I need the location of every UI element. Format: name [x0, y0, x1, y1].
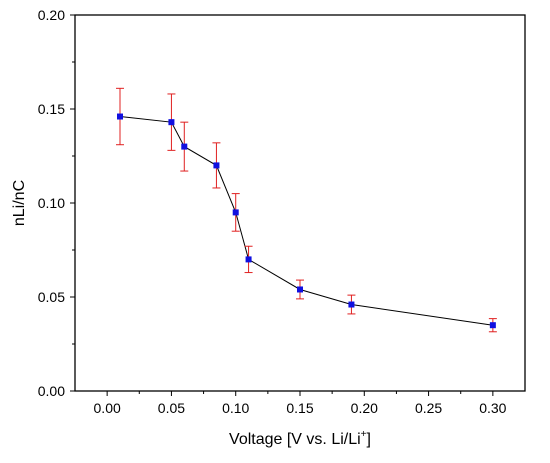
- x-axis-label-main: Voltage [V vs. Li/Li: [229, 431, 361, 448]
- y-tick-label: 0.00: [38, 383, 65, 399]
- y-tick-label: 0.20: [38, 7, 65, 23]
- x-tick-label: 0.25: [415, 400, 442, 416]
- x-tick-label: 0.20: [351, 400, 378, 416]
- y-tick-label: 0.15: [38, 101, 65, 117]
- x-tick-label: 0.30: [479, 400, 506, 416]
- data-markers: [117, 113, 496, 329]
- plot-frame: [74, 14, 526, 392]
- x-axis-label-superscript: +: [361, 429, 367, 440]
- data-point: [489, 322, 496, 329]
- data-point: [348, 301, 355, 308]
- data-point: [117, 113, 123, 120]
- data-point: [168, 119, 175, 126]
- y-tick-label: 0.05: [38, 289, 65, 305]
- data-point: [297, 286, 303, 293]
- x-axis-label: Voltage [V vs. Li/Li+]: [229, 429, 371, 448]
- axis-ticks: [70, 14, 494, 396]
- x-tick-label: 0.15: [286, 400, 313, 416]
- data-point: [245, 256, 252, 263]
- plot-area-border: [74, 14, 526, 392]
- y-axis-label: nLi/nC: [11, 180, 28, 226]
- data-point: [213, 162, 220, 169]
- x-tick-label: 0.00: [94, 400, 121, 416]
- error-bars: [116, 87, 497, 333]
- x-axis-label-end: ]: [367, 431, 371, 448]
- data-point: [181, 143, 188, 150]
- series-line-group: [119, 116, 493, 326]
- data-point: [232, 209, 239, 216]
- series-line: [119, 116, 493, 326]
- x-tick-label: 0.05: [158, 400, 185, 416]
- y-tick-label: 0.10: [38, 195, 65, 211]
- tick-labels: 0.00 0.05 0.10 0.15 0.20 0.25 0.30 0.00 0.05 0.10…: [38, 7, 507, 416]
- x-tick-label: 0.10: [222, 400, 249, 416]
